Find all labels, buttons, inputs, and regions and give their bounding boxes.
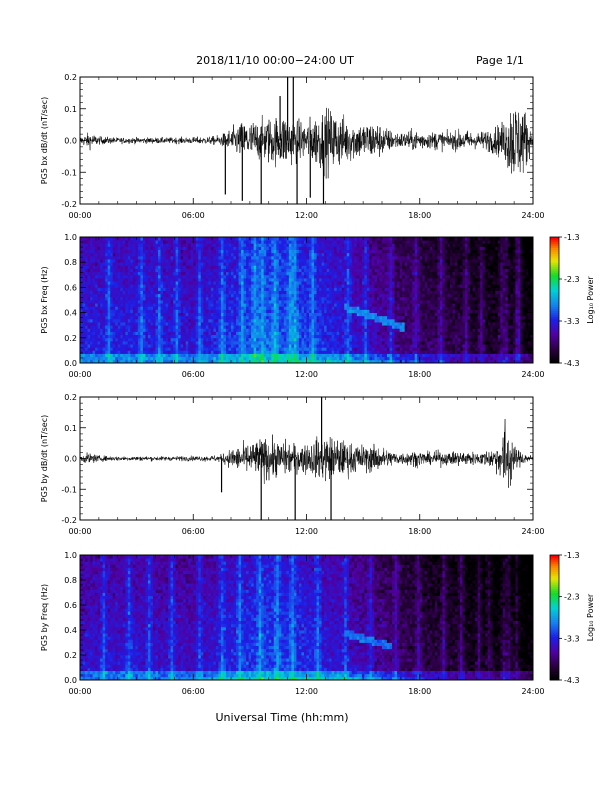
x-tick-label: 12:00 xyxy=(295,370,318,379)
x-tick-label: 18:00 xyxy=(408,527,431,536)
panel-by-spectrogram: -1.3 -2.3 -3.3 -4.3 Log₁₀ Power 00:00 06:00 12:… xyxy=(40,551,595,696)
x-tick-label: 00:00 xyxy=(68,211,91,220)
colorbar-tick-label: -3.3 xyxy=(564,317,580,326)
y-tick-label: 1.0 xyxy=(64,551,77,560)
colorbar-tick-label: -4.3 xyxy=(564,359,580,368)
y-tick-label: 0.8 xyxy=(64,258,77,267)
colorbar-tick-label: -3.3 xyxy=(564,634,580,643)
colorbar-label: Log₁₀ Power xyxy=(586,276,595,324)
x-tick-label: 12:00 xyxy=(295,527,318,536)
figure-title: 2018/11/10 00:00−24:00 UT xyxy=(196,54,354,67)
y-axis-label: PG5 bx dB/dt (nT/sec) xyxy=(40,97,49,184)
x-tick-label: 18:00 xyxy=(408,211,431,220)
y-tick-label: 0.4 xyxy=(64,626,77,635)
y-tick-label: 0.6 xyxy=(64,283,77,292)
y-tick-label: 0.0 xyxy=(64,137,77,146)
x-tick-label: 06:00 xyxy=(182,211,205,220)
panel-bx-spectrogram: -1.3 -2.3 -3.3 -4.3 Log₁₀ Power 00:00 06:00 12:… xyxy=(40,233,595,379)
page-number: Page 1/1 xyxy=(476,54,524,67)
x-axis-label: Universal Time (hh:mm) xyxy=(216,711,349,724)
spectrogram-cells xyxy=(80,237,534,364)
y-tick-label: -0.1 xyxy=(61,485,77,494)
x-tick-label: 00:00 xyxy=(68,687,91,696)
y-tick-label: 0.2 xyxy=(64,73,77,82)
plot-frame xyxy=(79,554,534,681)
y-tick-label: 0.1 xyxy=(64,424,77,433)
colorbar-tick-label: -2.3 xyxy=(564,593,580,602)
x-tick-label: 00:00 xyxy=(68,527,91,536)
y-tick-label: 0.2 xyxy=(64,334,77,343)
y-tick-label: 0.2 xyxy=(64,651,77,660)
y-axis-label: PG5 by dB/dt (nT/sec) xyxy=(40,415,49,502)
x-tick-label: 18:00 xyxy=(408,687,431,696)
x-tick-label: 06:00 xyxy=(182,527,205,536)
x-tick-label: 00:00 xyxy=(68,370,91,379)
colorbar-tick-label: -2.3 xyxy=(564,275,580,284)
y-tick-label: 1.0 xyxy=(64,233,77,242)
y-tick-label: -0.1 xyxy=(61,168,77,177)
x-tick-label: 24:00 xyxy=(521,527,544,536)
colorbar: -1.3 -2.3 -3.3 -4.3 Log₁₀ Power xyxy=(549,551,595,685)
y-tick-label: 0.0 xyxy=(64,676,77,685)
panel-by-dbdt: 00:00 06:00 12:00 18:00 24:00 -0.2 -0.1 0.0 0.1 0… xyxy=(40,393,545,536)
y-tick-label: 0.0 xyxy=(64,455,77,464)
y-tick-label: 0.8 xyxy=(64,576,77,585)
plot-frame xyxy=(79,396,534,521)
plot-frame xyxy=(79,236,534,364)
spectrogram-cells xyxy=(80,555,534,681)
y-tick-label: 0.2 xyxy=(64,393,77,402)
x-tick-label: 24:00 xyxy=(521,211,544,220)
signal-trace xyxy=(80,107,533,179)
x-tick-label: 06:00 xyxy=(182,687,205,696)
y-tick-label: 0.6 xyxy=(64,601,77,610)
x-tick-label: 24:00 xyxy=(521,370,544,379)
x-tick-label: 12:00 xyxy=(295,211,318,220)
plot-frame xyxy=(79,76,534,205)
colorbar-tick-label: -1.3 xyxy=(564,233,580,242)
y-axis-label: PG5 by Freq (Hz) xyxy=(40,584,49,651)
x-tick-label: 06:00 xyxy=(182,370,205,379)
signal-trace xyxy=(80,419,533,488)
y-tick-label: -0.2 xyxy=(61,516,77,525)
y-tick-label: 0.4 xyxy=(64,309,77,318)
y-tick-label: 0.0 xyxy=(64,359,77,368)
colorbar: -1.3 -2.3 -3.3 -4.3 Log₁₀ Power xyxy=(549,233,595,368)
y-axis-label: PG5 bx Freq (Hz) xyxy=(40,266,49,333)
x-tick-label: 18:00 xyxy=(408,370,431,379)
colorbar-tick-label: -4.3 xyxy=(564,676,580,685)
x-tick-label: 24:00 xyxy=(521,687,544,696)
y-tick-label: 0.1 xyxy=(64,105,77,114)
x-tick-label: 12:00 xyxy=(295,687,318,696)
colorbar-tick-label: -1.3 xyxy=(564,551,580,560)
panel-bx-dbdt: 00:00 06:00 12:00 18:00 24:00 -0.2 -0.1 0.0 0.1 0… xyxy=(40,73,545,220)
colorbar-label: Log₁₀ Power xyxy=(586,593,595,641)
y-tick-label: -0.2 xyxy=(61,200,77,209)
